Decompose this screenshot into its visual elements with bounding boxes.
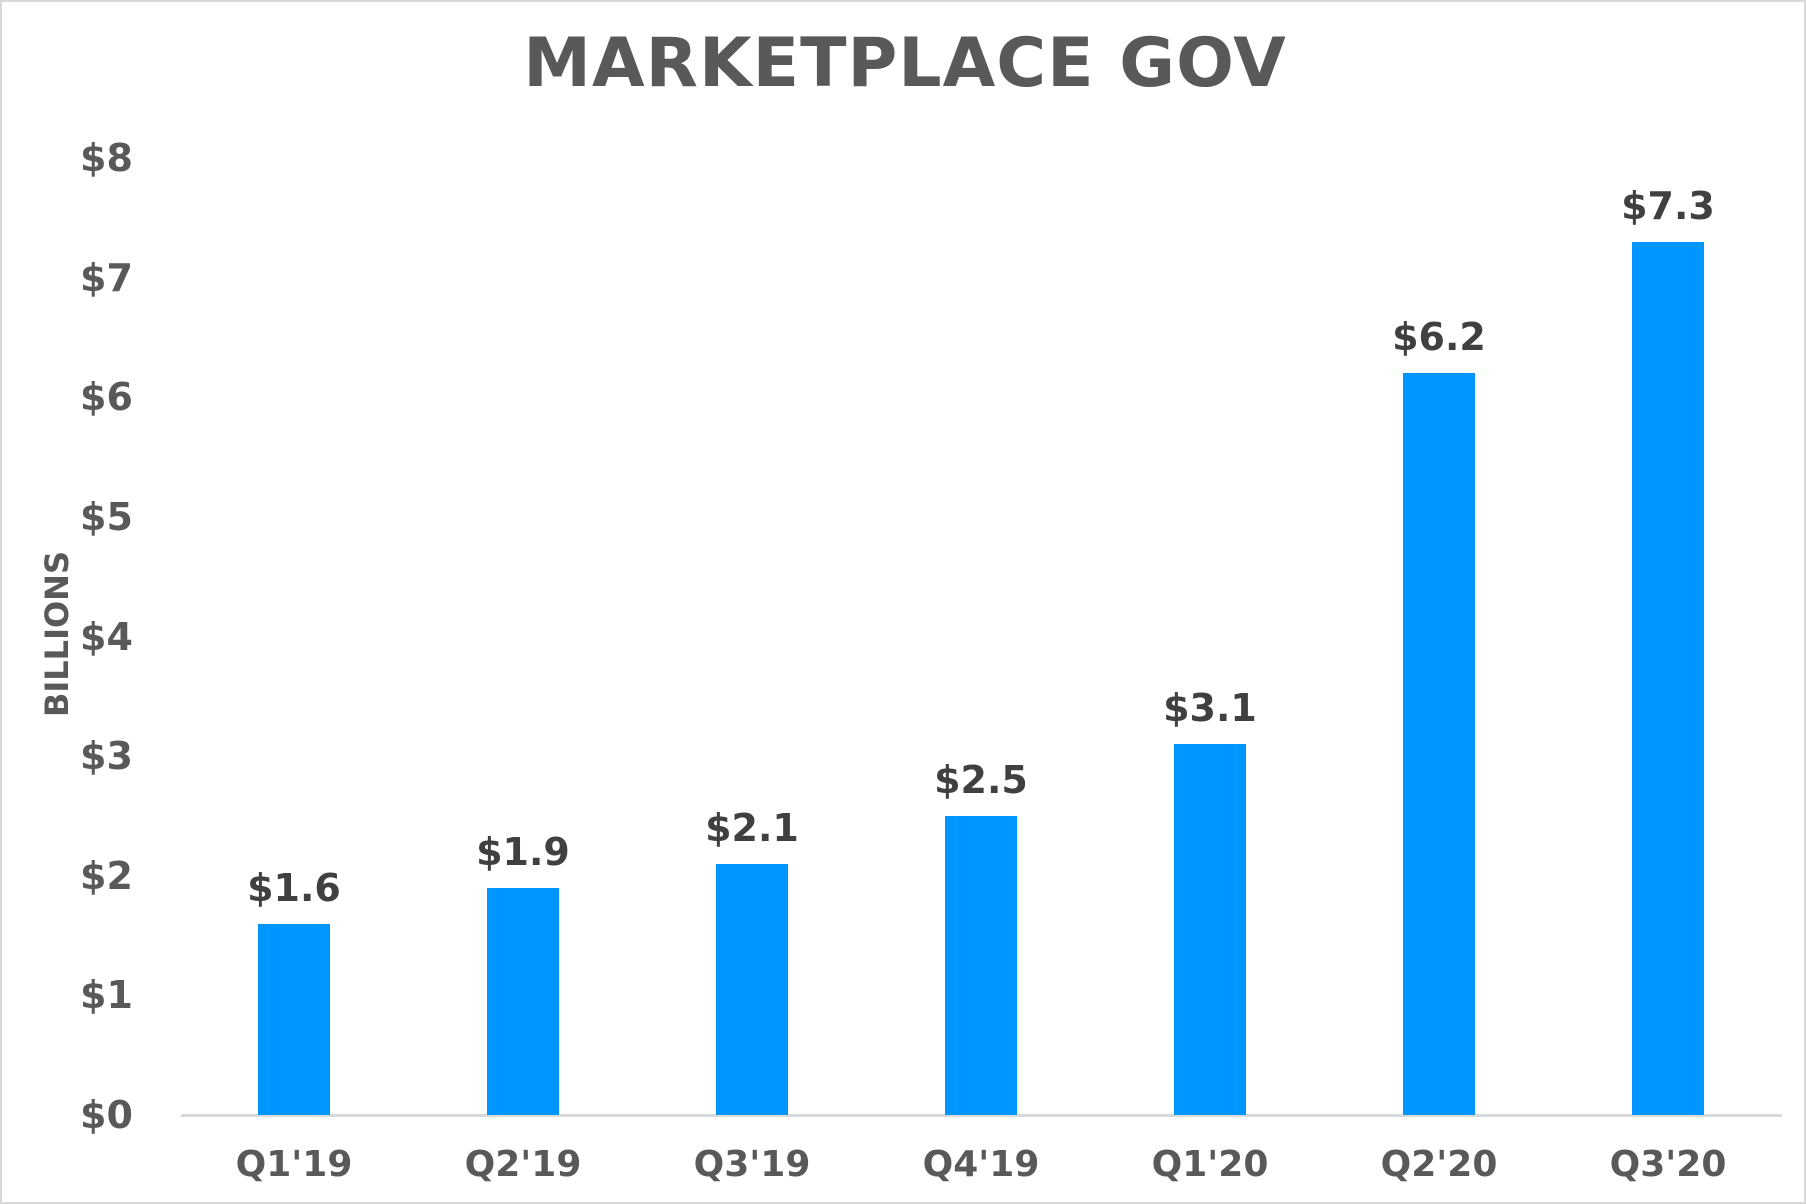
x-tick-label: Q1'20: [1151, 1144, 1269, 1185]
bar: [258, 923, 330, 1115]
bar: [716, 863, 788, 1115]
bar-value-label: $3.1: [1163, 686, 1257, 731]
x-tick-label: Q1'19: [235, 1144, 353, 1185]
bar-value-label: $1.9: [476, 829, 570, 874]
bar: [945, 815, 1017, 1115]
y-tick-label: $4: [80, 614, 133, 659]
x-tick-label: Q2'19: [464, 1144, 582, 1185]
bar-value-label: $2.5: [934, 757, 1028, 802]
y-tick-label: $6: [80, 375, 133, 420]
y-tick-label: $2: [80, 853, 133, 898]
y-tick-label: $3: [80, 734, 133, 779]
bar-value-label: $1.6: [247, 865, 341, 910]
y-tick-label: $5: [80, 494, 133, 539]
x-axis-line: [181, 1114, 1782, 1117]
y-tick-label: $7: [80, 255, 133, 300]
chart-title: MARKETPLACE GOV: [523, 24, 1287, 103]
bar: [1403, 373, 1475, 1115]
bar-value-label: $6.2: [1392, 315, 1486, 360]
y-tick-label: $1: [80, 973, 133, 1018]
bar: [1174, 744, 1246, 1115]
y-tick-label: $8: [80, 136, 133, 180]
bar: [487, 887, 559, 1115]
x-tick-label: Q4'19: [922, 1144, 1040, 1185]
bar-value-label: $2.1: [705, 805, 799, 850]
x-tick-label: Q3'19: [693, 1144, 811, 1185]
x-tick-label: Q2'20: [1380, 1144, 1498, 1185]
bar: [1632, 241, 1704, 1115]
x-tick-label: Q3'20: [1609, 1144, 1727, 1185]
bar-value-label: $7.3: [1621, 183, 1715, 228]
y-tick-label: $0: [80, 1093, 133, 1137]
y-axis-label: BILLIONS: [38, 550, 76, 718]
